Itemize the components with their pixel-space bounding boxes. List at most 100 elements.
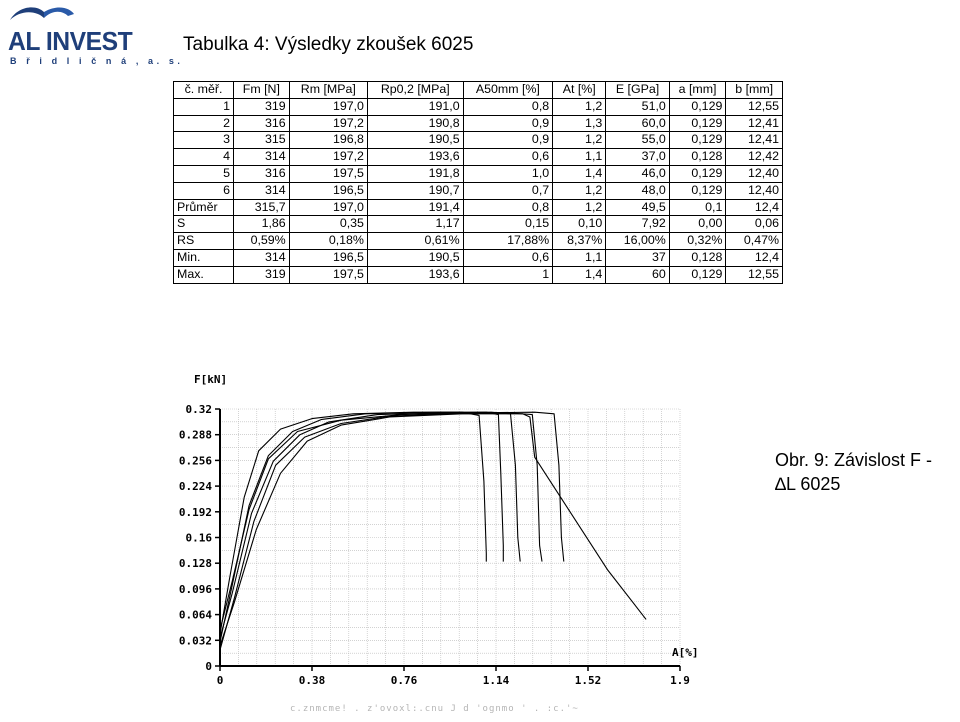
row-label: 2: [172, 114, 235, 133]
table-cell: 12,42: [725, 148, 783, 166]
column-header: Rp0,2 [MPa]: [366, 81, 464, 99]
table-cell: 1,17: [366, 215, 464, 234]
table-cell: 319: [233, 97, 290, 116]
logo-word: AL INVEST: [8, 26, 133, 56]
table-cell: 196,8: [288, 131, 368, 150]
y-tick-label: 0.256: [179, 454, 212, 467]
table-cell: 37,0: [605, 148, 670, 166]
y-tick-label: 0.32: [186, 403, 213, 416]
caption-line-1: Obr. 9: Závislost F -: [775, 450, 933, 470]
table-body: 1 319 197,0 191,0 0,8 1,2 51,0 0,129 12,55 2 316 19…: [172, 97, 783, 284]
y-tick-label: 0: [205, 660, 212, 673]
row-label: S: [172, 215, 235, 234]
row-label: RS: [172, 232, 235, 250]
table-cell: 49,5: [605, 198, 670, 217]
column-header: č. měř.: [172, 81, 235, 99]
y-tick-label: 0.032: [179, 634, 212, 647]
table-cell: 191,0: [366, 97, 464, 116]
table-cell: 0,129: [668, 164, 727, 183]
table-cell: 196,5: [288, 181, 368, 200]
table-cell: 12,40: [725, 164, 783, 183]
series-line-5: [219, 411, 565, 631]
table-cell: 1,4: [552, 265, 607, 284]
table-cell: 12,41: [725, 114, 783, 133]
table-cell: 0,47%: [725, 232, 783, 250]
table-cell: 0,59%: [233, 232, 290, 250]
table-cell: 197,0: [288, 198, 368, 217]
table-cell: 12,55: [725, 265, 783, 284]
table-cell: 55,0: [605, 131, 670, 150]
table-cell: 0,9: [462, 131, 554, 150]
table-cell: 1,2: [552, 97, 607, 116]
row-label: 6: [172, 181, 235, 200]
table-cell: 0,10: [552, 215, 607, 234]
y-tick-label: 0.096: [179, 583, 212, 596]
logo-swoosh-icon: [10, 7, 74, 20]
table-cell: 60,0: [605, 114, 670, 133]
row-label: 3: [172, 131, 235, 150]
company-logo: AL INVEST B ř i d l i č n á , a. s.: [4, 2, 180, 68]
table-cell: 0,6: [462, 248, 554, 267]
logo-subtitle: B ř i d l i č n á , a. s.: [10, 56, 184, 66]
column-header: At [%]: [552, 81, 607, 99]
table-row: 6 314 196,5 190,7 0,7 1,2 48,0 0,129 12,40: [172, 181, 783, 200]
scan-footer-text: c.znmcme! . z'ovoxl:.cnu J d 'ognmo ' . …: [290, 704, 579, 714]
row-label: 5: [172, 164, 235, 183]
table-cell: 315,7: [233, 198, 290, 217]
table-cell: 0,00: [668, 215, 727, 234]
y-tick-label: 0.224: [179, 480, 212, 493]
series-line-4: [219, 413, 647, 647]
table-header-row: č. měř. Fm [N] Rm [MPa] Rp0,2 [MPa] A50mm [%…: [172, 81, 783, 99]
column-header: Rm [MPa]: [288, 81, 368, 99]
column-header: Fm [N]: [233, 81, 290, 99]
table-cell: 1,3: [552, 114, 607, 133]
table-cell: 12,4: [725, 198, 783, 217]
table-cell: 0,128: [668, 148, 727, 166]
table-cell: 8,37%: [552, 232, 607, 250]
table-cell: 0,61%: [366, 232, 464, 250]
table-row: 4 314 197,2 193,6 0,6 1,1 37,0 0,128 12,42: [172, 148, 783, 166]
table-row: 2 316 197,2 190,8 0,9 1,3 60,0 0,129 12,41: [172, 114, 783, 133]
table-cell: 314: [233, 148, 290, 166]
force-elongation-chart: 0 0.032 0.064 0.096 0.128 0.16 0.192 0.224 0.256…: [179, 373, 699, 687]
table-cell: 1,2: [552, 131, 607, 150]
row-label: 4: [172, 148, 235, 166]
table-cell: 1,1: [552, 148, 607, 166]
table-row: 1 319 197,0 191,0 0,8 1,2 51,0 0,129 12,55: [172, 97, 783, 116]
table-cell: 314: [233, 248, 290, 267]
table-cell: 191,8: [366, 164, 464, 183]
table-cell: 12,40: [725, 181, 783, 200]
table-cell: 0,129: [668, 181, 727, 200]
table-cell: 315: [233, 131, 290, 150]
table-cell: 190,8: [366, 114, 464, 133]
table-cell: 0,129: [668, 97, 727, 116]
y-tick-label: 0.192: [179, 506, 212, 519]
y-tick-label: 0.288: [179, 429, 212, 442]
table-cell: 193,6: [366, 265, 464, 284]
table-cell: 46,0: [605, 164, 670, 183]
column-header: b [mm]: [725, 81, 783, 99]
table-cell: 1: [462, 265, 554, 284]
table-cell: 1,4: [552, 164, 607, 183]
row-label: 1: [172, 97, 235, 116]
table-cell: 1,2: [552, 181, 607, 200]
table-cell: 0,8: [462, 198, 554, 217]
table-title: Tabulka 4: Výsledky zkoušek 6025: [183, 34, 474, 55]
row-label: Průměr: [172, 198, 235, 217]
table-cell: 193,6: [366, 148, 464, 166]
table-cell: 0,129: [668, 131, 727, 150]
table-row: 3 315 196,8 190,5 0,9 1,2 55,0 0,129 12,41: [172, 131, 783, 150]
table-cell: 197,5: [288, 265, 368, 284]
table-cell: 12,55: [725, 97, 783, 116]
table-row: Min. 314 196,5 190,5 0,6 1,1 37 0,128 12,4: [172, 248, 783, 267]
table-row: 5 316 197,5 191,8 1,0 1,4 46,0 0,129 12,40: [172, 164, 783, 183]
table-cell: 0,128: [668, 248, 727, 267]
table-cell: 0,129: [668, 265, 727, 284]
table-cell: 0,6: [462, 148, 554, 166]
table-cell: 314: [233, 181, 290, 200]
table-cell: 0,32%: [668, 232, 727, 250]
table-cell: 1,0: [462, 164, 554, 183]
table-cell: 60: [605, 265, 670, 284]
y-tick-label: 0.064: [179, 609, 212, 622]
table-cell: 0,1: [668, 198, 727, 217]
